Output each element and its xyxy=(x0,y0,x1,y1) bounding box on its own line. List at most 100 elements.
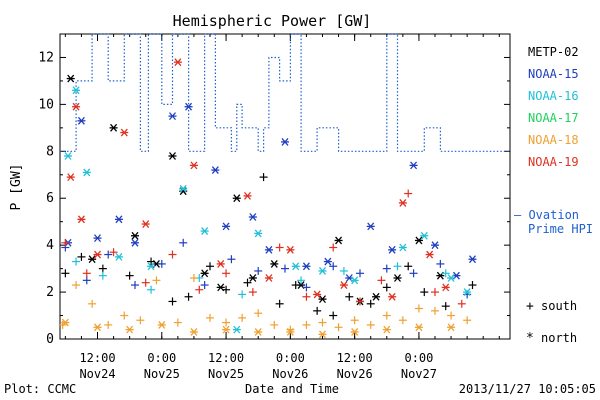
metp-02-north-point xyxy=(109,123,118,132)
noaa-19-south-point xyxy=(302,292,311,301)
noaa-19-south-point xyxy=(457,299,466,308)
noaa-15-north-point xyxy=(248,213,257,221)
metp-02-north-point xyxy=(88,255,97,264)
noaa-16-north-point xyxy=(232,325,241,334)
noaa-19-north-point xyxy=(243,191,252,200)
noaa-18-north-point xyxy=(254,328,263,336)
noaa-18-north-point xyxy=(93,323,102,332)
noaa-19-north-point xyxy=(141,220,150,228)
noaa-16-north-point xyxy=(350,276,359,285)
noaa-19-south-point xyxy=(329,243,338,252)
metp-02-north-point xyxy=(232,194,241,203)
metp-02-south-point xyxy=(125,271,134,280)
noaa-15-north-point xyxy=(168,112,177,121)
legend-entry-metp-02: METP-02 xyxy=(528,45,579,59)
legend-north-label: north xyxy=(541,331,577,345)
noaa-18-north-point xyxy=(318,330,327,339)
noaa-18-south-point xyxy=(270,320,279,329)
noaa-16-north-point xyxy=(147,262,156,271)
noaa-15-south-point xyxy=(409,269,418,278)
x-tick-label-time: 0:00 xyxy=(147,351,176,365)
noaa-19-south-point xyxy=(141,278,150,287)
noaa-19-north-point xyxy=(286,245,295,254)
metp-02-north-point xyxy=(318,295,327,304)
noaa-18-north-point xyxy=(350,328,359,336)
ovation-hpi-step-line xyxy=(60,33,510,152)
y-axis-label: P [GW] xyxy=(9,164,24,211)
noaa-15-north-point xyxy=(366,222,375,231)
y-tick-label: 6 xyxy=(46,191,54,206)
legend-entry-noaa-19: NOAA-19 xyxy=(528,155,579,169)
noaa-15-north-point xyxy=(222,222,231,231)
plot-frame xyxy=(59,33,511,340)
noaa-18-north-point xyxy=(189,328,198,336)
noaa-19-north-point xyxy=(77,215,86,224)
noaa-18-south-point xyxy=(152,276,161,285)
noaa-18-north-point xyxy=(61,318,70,327)
legend-entry-noaa-16: NOAA-16 xyxy=(528,89,579,103)
noaa-15-north-point xyxy=(184,102,193,111)
metp-02-south-point xyxy=(313,306,322,315)
noaa-18-south-point xyxy=(398,316,407,325)
noaa-15-south-point xyxy=(82,276,91,285)
y-tick-label: 12 xyxy=(38,50,54,65)
legend-entry-noaa-17: NOAA-17 xyxy=(528,111,579,125)
noaa-18-south-point xyxy=(104,320,113,329)
noaa-16-north-point xyxy=(179,184,188,193)
metp-02-south-point xyxy=(382,283,391,292)
noaa-15-south-point xyxy=(356,269,364,278)
metp-02-north-point xyxy=(168,152,177,160)
metp-02-south-point xyxy=(77,252,86,261)
x-tick-label-time: 12:00 xyxy=(337,351,373,365)
noaa-15-north-point xyxy=(409,161,418,170)
noaa-15-south-point xyxy=(179,238,188,247)
noaa-18-south-point xyxy=(382,311,391,320)
x-tick-label-time: 12:00 xyxy=(79,351,115,365)
metp-02-south-point xyxy=(441,302,450,311)
noaa-19-north-point xyxy=(398,199,407,207)
noaa-19-north-point xyxy=(388,292,397,301)
noaa-18-north-point xyxy=(125,325,134,334)
noaa-15-north-point xyxy=(264,245,273,254)
noaa-19-south-point xyxy=(356,297,364,306)
legend: METP-02 NOAA-15 NOAA-16 NOAA-17 NOAA-18 NOAA-… xyxy=(514,45,593,346)
metp-02-south-point xyxy=(275,299,284,308)
noaa-18-south-point xyxy=(414,304,423,313)
metp-02-north-point xyxy=(200,269,209,278)
noaa-18-south-point xyxy=(189,274,198,282)
noaa-18-north-point xyxy=(382,325,391,334)
noaa-18-south-point xyxy=(431,306,439,315)
noaa-15-north-point xyxy=(211,166,220,174)
noaa-19-north-point xyxy=(216,260,225,268)
noaa-16-north-point xyxy=(72,86,81,95)
noaa-18-south-point xyxy=(334,323,343,332)
noaa-16-south-point xyxy=(72,257,81,266)
noaa-16-north-point xyxy=(254,229,263,238)
noaa-15-south-point xyxy=(382,264,391,273)
noaa-19-north-point xyxy=(72,102,81,111)
noaa-15-south-point xyxy=(302,283,311,292)
metp-02-south-point xyxy=(243,278,252,287)
metp-02-north-point xyxy=(270,260,279,268)
noaa-16-north-point xyxy=(291,262,300,271)
noaa-19-south-point xyxy=(61,238,70,247)
noaa-18-south-point xyxy=(120,311,129,320)
noaa-15-south-point xyxy=(254,266,263,275)
noaa-19-north-point xyxy=(120,128,129,137)
noaa-18-south-point xyxy=(136,316,145,325)
noaa-15-north-point xyxy=(114,215,123,224)
metp-02-south-point xyxy=(168,297,177,306)
noaa-19-south-point xyxy=(377,276,386,285)
y-tick-label: 0 xyxy=(46,332,54,347)
legend-south-symbol: + xyxy=(526,299,534,314)
noaa-18-north-point xyxy=(157,321,166,329)
noaa-18-north-point xyxy=(414,323,423,332)
metp-02-south-point xyxy=(206,262,214,271)
noaa-19-south-point xyxy=(404,189,413,198)
metp-02-south-point xyxy=(404,262,413,271)
legend-south-label: south xyxy=(541,299,577,313)
noaa-19-south-point xyxy=(431,288,439,297)
metp-02-south-point xyxy=(329,311,338,320)
noaa-18-south-point xyxy=(318,318,327,327)
